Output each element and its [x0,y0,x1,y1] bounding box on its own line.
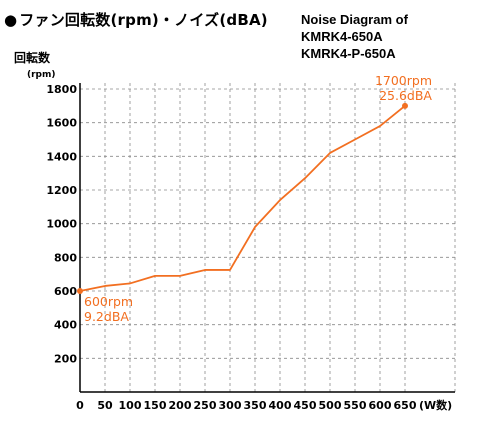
grid [80,83,456,392]
x-tick-label-600: 600 [369,399,392,412]
y-tick-label-400: 400 [54,319,77,332]
x-tick-label-150: 150 [144,399,167,412]
page-title: ● ファン回転数(rpm)・ノイズ(dBA) [4,9,268,30]
axes [79,83,455,393]
annotation-label-0-1: 9.2dBA [84,309,129,324]
series [79,105,406,292]
y-tick-label-800: 800 [54,251,77,264]
chart-title-line-2: KMRK4-650A [301,29,383,44]
x-tick-label-200: 200 [169,399,192,412]
annotation-point-0 [77,288,83,294]
y-tick-label-1000: 1000 [46,218,77,231]
x-tick-label-300: 300 [219,399,242,412]
y-tick-label-1200: 1200 [46,184,77,197]
y-tick-label-1600: 1600 [46,117,77,130]
annotation-label-1-0: 1700rpm [375,73,432,88]
y-axis-title: 回転数 [14,50,51,65]
x-tick-label-650: 650 [394,399,417,412]
x-tick-label-400: 400 [269,399,292,412]
chart-title: Noise Diagram of KMRK4-650A KMRK4-P-650A [301,11,408,62]
series-line-0 [79,105,406,292]
y-tick-label-1400: 1400 [46,150,77,163]
x-tick-label-350: 350 [244,399,267,412]
annotation-label-0-0: 600rpm [84,294,133,309]
y-tick-label-1800: 1800 [46,83,77,96]
y-axis-unit: (rpm) [27,70,56,80]
x-axis-title: (W数) [419,398,452,412]
page-title-text: ファン回転数(rpm)・ノイズ(dBA) [19,11,268,29]
y-tick-label-200: 200 [54,352,77,365]
bullet-icon: ● [4,11,18,29]
chart-title-line-1: Noise Diagram of [301,12,408,27]
y-tick-label-600: 600 [54,285,77,298]
chart-title-line-3: KMRK4-P-650A [301,46,396,61]
annotation-point-1 [402,102,408,109]
x-tick-label-100: 100 [119,399,142,412]
x-tick-label-500: 500 [319,399,342,412]
x-tick-label-250: 250 [194,399,217,412]
annotation-label-1-1: 25.6dBA [379,88,432,103]
tick-labels: 200 400 600 800 1000 1200 1400 1600 1800 0 50 100 15… [46,83,452,412]
x-tick-label-450: 450 [294,399,317,412]
x-tick-label-0: 0 [76,399,84,412]
x-tick-label-550: 550 [344,399,367,412]
x-tick-label-50: 50 [97,399,113,412]
